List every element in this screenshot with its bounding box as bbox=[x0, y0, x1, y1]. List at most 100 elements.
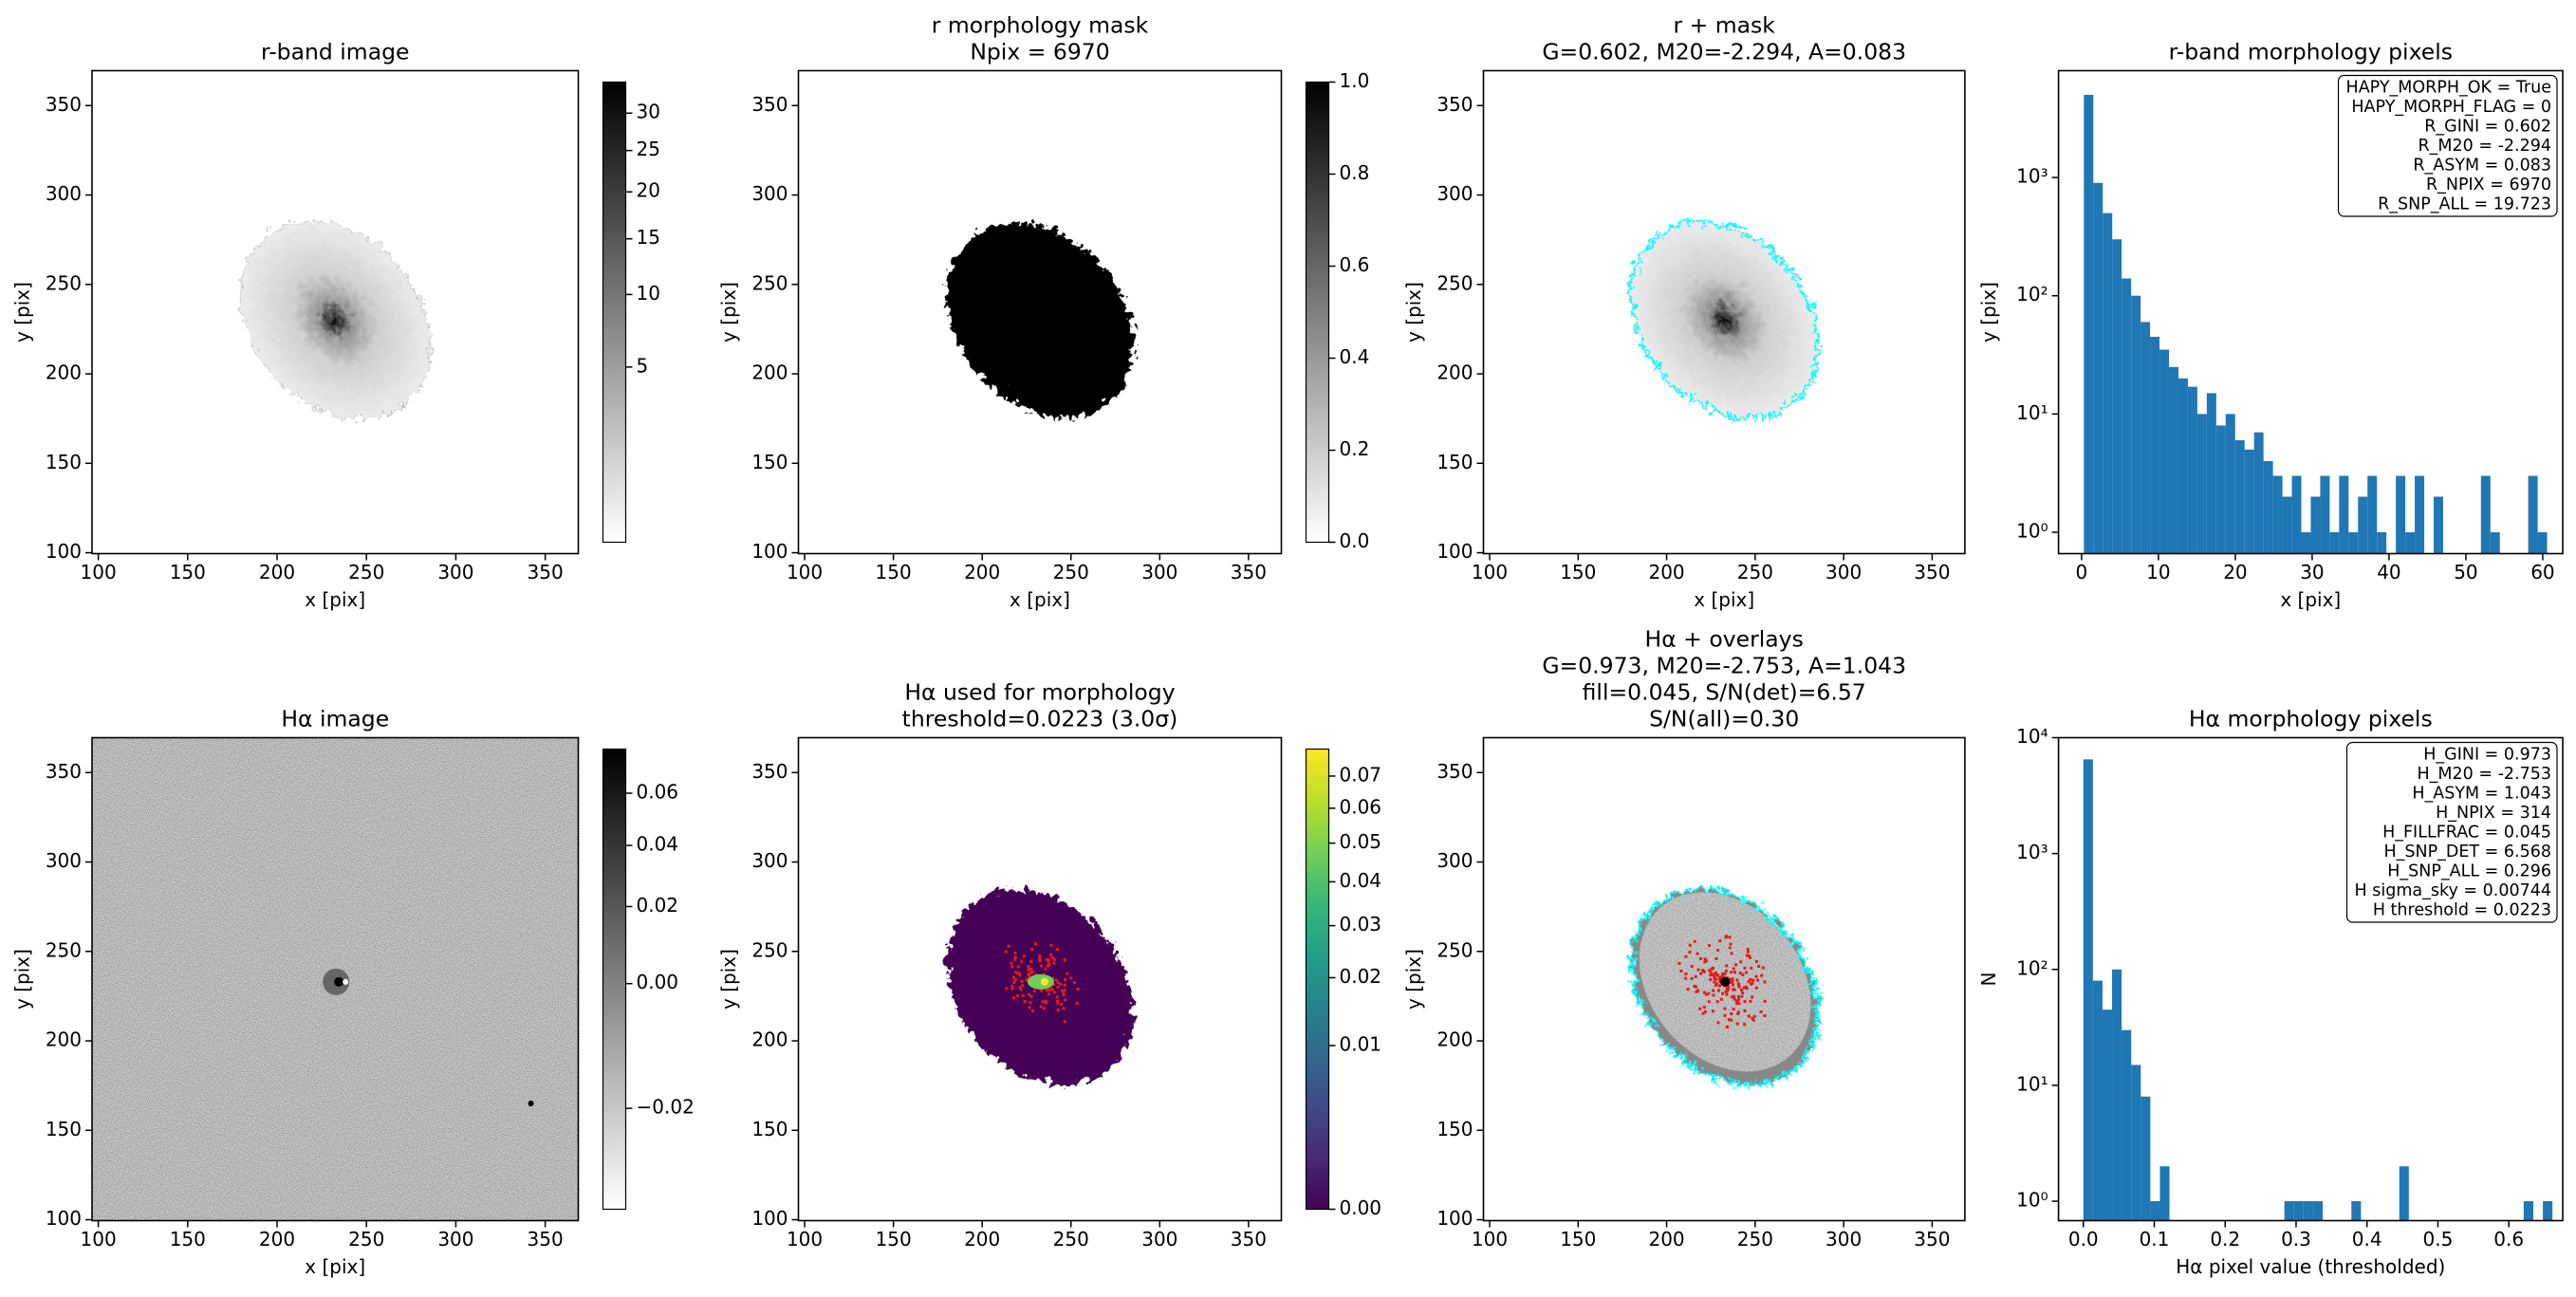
x-tick-label: 250 bbox=[348, 561, 384, 584]
pixel-dot bbox=[1031, 971, 1035, 974]
bar bbox=[2351, 1201, 2362, 1221]
pixel-dot bbox=[1066, 972, 1069, 975]
pixel-dot bbox=[1677, 961, 1681, 965]
y-tick-label: 250 bbox=[1436, 271, 1473, 294]
chart-title: r morphology mask bbox=[932, 12, 1149, 39]
pixel-dot bbox=[1713, 974, 1716, 978]
pixel-dot bbox=[1743, 966, 1747, 970]
y-tick-label: 10⁰ bbox=[2016, 1189, 2048, 1212]
bar bbox=[2358, 496, 2368, 554]
axes-frame bbox=[797, 69, 1283, 555]
pixel-dot bbox=[1063, 989, 1066, 992]
pixel-dot bbox=[1725, 992, 1729, 996]
pixel-dot bbox=[1028, 967, 1031, 971]
pixel-dot bbox=[1709, 973, 1713, 977]
pixel-dot bbox=[1056, 985, 1060, 989]
bar bbox=[2348, 532, 2359, 554]
pixel-dot bbox=[1028, 992, 1031, 996]
x-tick-label: 100 bbox=[81, 561, 117, 584]
pixel-dot bbox=[1045, 999, 1048, 1003]
axes-frame bbox=[1482, 736, 1966, 1222]
x-tick-label: 150 bbox=[876, 561, 912, 584]
pixel-dot bbox=[1752, 1014, 1756, 1018]
pixel-dot bbox=[1713, 976, 1716, 980]
x-tick-label: 350 bbox=[528, 1228, 564, 1251]
pixel-dot bbox=[1732, 967, 1735, 971]
pixel-dot bbox=[1016, 965, 1020, 969]
pixel-dot bbox=[1716, 973, 1720, 977]
pixel-dot bbox=[1038, 957, 1042, 961]
pixel-dot bbox=[1730, 952, 1733, 955]
pixel-dot bbox=[1733, 988, 1736, 991]
x-tick-label: 100 bbox=[1472, 561, 1508, 584]
colorbar-tick-label: 5 bbox=[637, 354, 649, 377]
chart-title: Hα image bbox=[281, 706, 389, 732]
pixel-dot bbox=[1716, 1021, 1720, 1025]
y-axis-label: y [pix] bbox=[1977, 282, 2000, 343]
colorbar-tick-label: 0.03 bbox=[1340, 913, 1382, 936]
colorbar-tick-label: −0.02 bbox=[637, 1096, 695, 1119]
x-axis-label: x [pix] bbox=[2280, 588, 2341, 611]
pixel-dot bbox=[1063, 1020, 1066, 1024]
pixel-dot bbox=[1751, 978, 1755, 982]
pixel-dot bbox=[1023, 1000, 1027, 1004]
y-tick-label: 250 bbox=[751, 938, 788, 961]
pixel-dot bbox=[1042, 1007, 1046, 1010]
pixel-dot bbox=[1743, 1000, 1747, 1004]
x-tick-label: 350 bbox=[1231, 561, 1267, 584]
pixel-dot bbox=[1763, 999, 1767, 1003]
galaxy bbox=[1631, 217, 1819, 413]
pixel-dot bbox=[1013, 977, 1017, 981]
axes-frame bbox=[91, 69, 580, 555]
pixel-dot bbox=[1711, 966, 1714, 970]
bar bbox=[2399, 1166, 2409, 1221]
x-tick-label: 150 bbox=[1560, 561, 1596, 584]
colorbar-tick-label: 0.04 bbox=[1340, 869, 1382, 892]
pixel-dot bbox=[1739, 960, 1743, 964]
x-tick-label: 100 bbox=[1472, 1228, 1508, 1251]
pixel-dot bbox=[1018, 972, 1022, 975]
pixel-dot bbox=[1723, 1013, 1727, 1017]
x-tick-label: 150 bbox=[170, 1228, 206, 1251]
pixel-dot bbox=[1742, 986, 1746, 990]
x-tick-label: 0.4 bbox=[2352, 1228, 2382, 1251]
chart-title: r-band morphology pixels bbox=[2169, 39, 2453, 65]
pixel-dot bbox=[1069, 976, 1073, 980]
core bbox=[1040, 977, 1048, 986]
y-tick-label: 250 bbox=[46, 271, 82, 294]
pixel-dot bbox=[1707, 991, 1711, 995]
pixel-dot bbox=[1029, 1001, 1032, 1005]
y-tick-label: 10³ bbox=[2016, 841, 2048, 863]
pixel-dot bbox=[1011, 996, 1015, 1000]
pixel-dot bbox=[1736, 1012, 1740, 1016]
pixel-dot bbox=[1044, 1001, 1047, 1005]
pixel-dot bbox=[1714, 972, 1717, 975]
pixel-dot bbox=[1749, 999, 1752, 1003]
pixel-dot bbox=[1735, 978, 1739, 982]
pixel-dot bbox=[1690, 976, 1694, 980]
pixel-dot bbox=[1059, 982, 1063, 986]
axes-frame bbox=[2057, 69, 2564, 555]
x-tick-label: 150 bbox=[1560, 1228, 1596, 1251]
pixel-dot bbox=[1049, 943, 1053, 947]
chart-title: r-band image bbox=[261, 39, 409, 65]
x-tick-label: 250 bbox=[1053, 1228, 1089, 1251]
bar bbox=[2291, 475, 2302, 554]
bar bbox=[2367, 475, 2378, 554]
pixel-dot bbox=[1745, 971, 1749, 974]
pixel-dot bbox=[1061, 989, 1065, 992]
y-axis-label: y [pix] bbox=[11, 949, 34, 1010]
pixel-dot bbox=[1707, 944, 1711, 948]
mask-contour bbox=[1628, 881, 1822, 1083]
pixel-dot bbox=[1747, 980, 1751, 984]
x-tick-label: 10 bbox=[2146, 561, 2170, 584]
pixel-dot bbox=[1029, 968, 1033, 972]
pixel-dot bbox=[1694, 974, 1697, 978]
bar bbox=[2122, 1029, 2132, 1221]
axes-frame bbox=[91, 736, 580, 1222]
x-axis-label: x [pix] bbox=[1010, 588, 1070, 611]
annotation: H_ASYM = 1.043 bbox=[2412, 785, 2551, 804]
colorbar-tick-label: 25 bbox=[637, 138, 660, 160]
pixel-dot bbox=[1727, 1018, 1731, 1022]
pixel-dot bbox=[1038, 959, 1042, 963]
